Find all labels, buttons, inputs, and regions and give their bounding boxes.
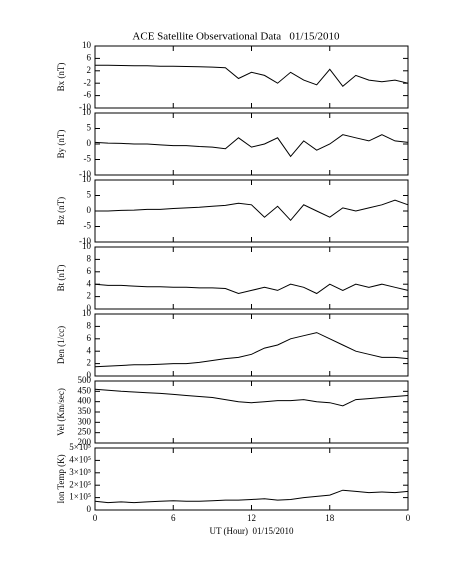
y-axis-label: Vel (Km/sec) <box>56 388 66 436</box>
y-axis-label: By (nT) <box>56 130 66 159</box>
y-tick-label: 3×10⁵ <box>69 467 91 477</box>
y-tick-label: -10 <box>79 102 91 112</box>
y-tick-label: 500 <box>78 375 92 385</box>
y-tick-label: 8 <box>87 253 92 263</box>
y-tick-label: 5×10⁵ <box>69 442 91 452</box>
y-tick-label: 200 <box>78 437 92 447</box>
y-tick-label: -5 <box>84 221 92 231</box>
y-axis-label: Bz (nT) <box>56 197 66 225</box>
y-tick-label: -10 <box>79 236 91 246</box>
y-tick-label: 8 <box>87 320 92 330</box>
y-axis-label: Bt (nT) <box>56 265 66 292</box>
y-tick-label: 5 <box>87 123 92 133</box>
y-tick-label: -5 <box>84 154 92 164</box>
y-tick-label: 1×10⁵ <box>69 492 91 502</box>
y-tick-label: 400 <box>78 396 92 406</box>
y-tick-label: 10 <box>82 174 92 184</box>
data-line <box>94 134 409 158</box>
y-tick-label: 0 <box>87 205 92 215</box>
y-tick-label: 10 <box>82 107 92 117</box>
y-tick-label: 300 <box>78 416 92 426</box>
y-tick-label: 6 <box>87 52 92 62</box>
y-tick-label: 0 <box>87 138 92 148</box>
y-tick-label: -10 <box>79 169 91 179</box>
y-tick-label: 2×10⁵ <box>69 479 91 489</box>
y-tick-label: 450 <box>78 385 92 395</box>
y-tick-label: 2 <box>87 291 92 301</box>
chart-title: ACE Satellite Observational Data 01/15/2… <box>132 31 340 43</box>
x-tick-label: 0 <box>406 513 411 523</box>
y-tick-label: 10 <box>82 308 92 318</box>
y-tick-label: 4 <box>87 345 92 355</box>
y-tick-label: 4×10⁵ <box>69 454 91 464</box>
x-tick-label: 12 <box>247 513 256 523</box>
y-tick-label: 10 <box>82 40 92 50</box>
x-tick-label: 6 <box>171 513 176 523</box>
data-line <box>94 283 409 295</box>
data-line <box>95 64 409 88</box>
y-tick-label: 2 <box>87 65 92 75</box>
y-tick-label: 4 <box>87 278 92 288</box>
y-tick-label: 0 <box>87 504 92 514</box>
y-tick-label: 350 <box>78 406 92 416</box>
data-line <box>94 489 409 504</box>
y-tick-label: 5 <box>87 190 92 200</box>
data-line <box>95 199 409 222</box>
x-tick-label: 18 <box>325 513 335 523</box>
x-tick-label: 0 <box>93 513 98 523</box>
y-tick-label: 250 <box>78 427 92 437</box>
y-axis-label: Bx (nT) <box>56 63 66 92</box>
y-tick-label: 6 <box>87 266 92 276</box>
y-tick-label: 2 <box>87 358 92 368</box>
x-axis-label: UT (Hour) 01/15/2010 <box>209 526 294 536</box>
y-axis-label: Den (1/cc) <box>56 326 66 364</box>
y-tick-label: 10 <box>82 241 92 251</box>
data-line <box>94 388 409 407</box>
y-tick-label: -6 <box>84 90 92 100</box>
data-line <box>94 332 409 368</box>
y-tick-label: 0 <box>87 370 92 380</box>
y-tick-label: 6 <box>87 333 92 343</box>
y-axis-label: Ion Temp (K) <box>56 454 66 503</box>
y-tick-label: 0 <box>87 303 92 313</box>
y-tick-label: -2 <box>84 77 92 87</box>
